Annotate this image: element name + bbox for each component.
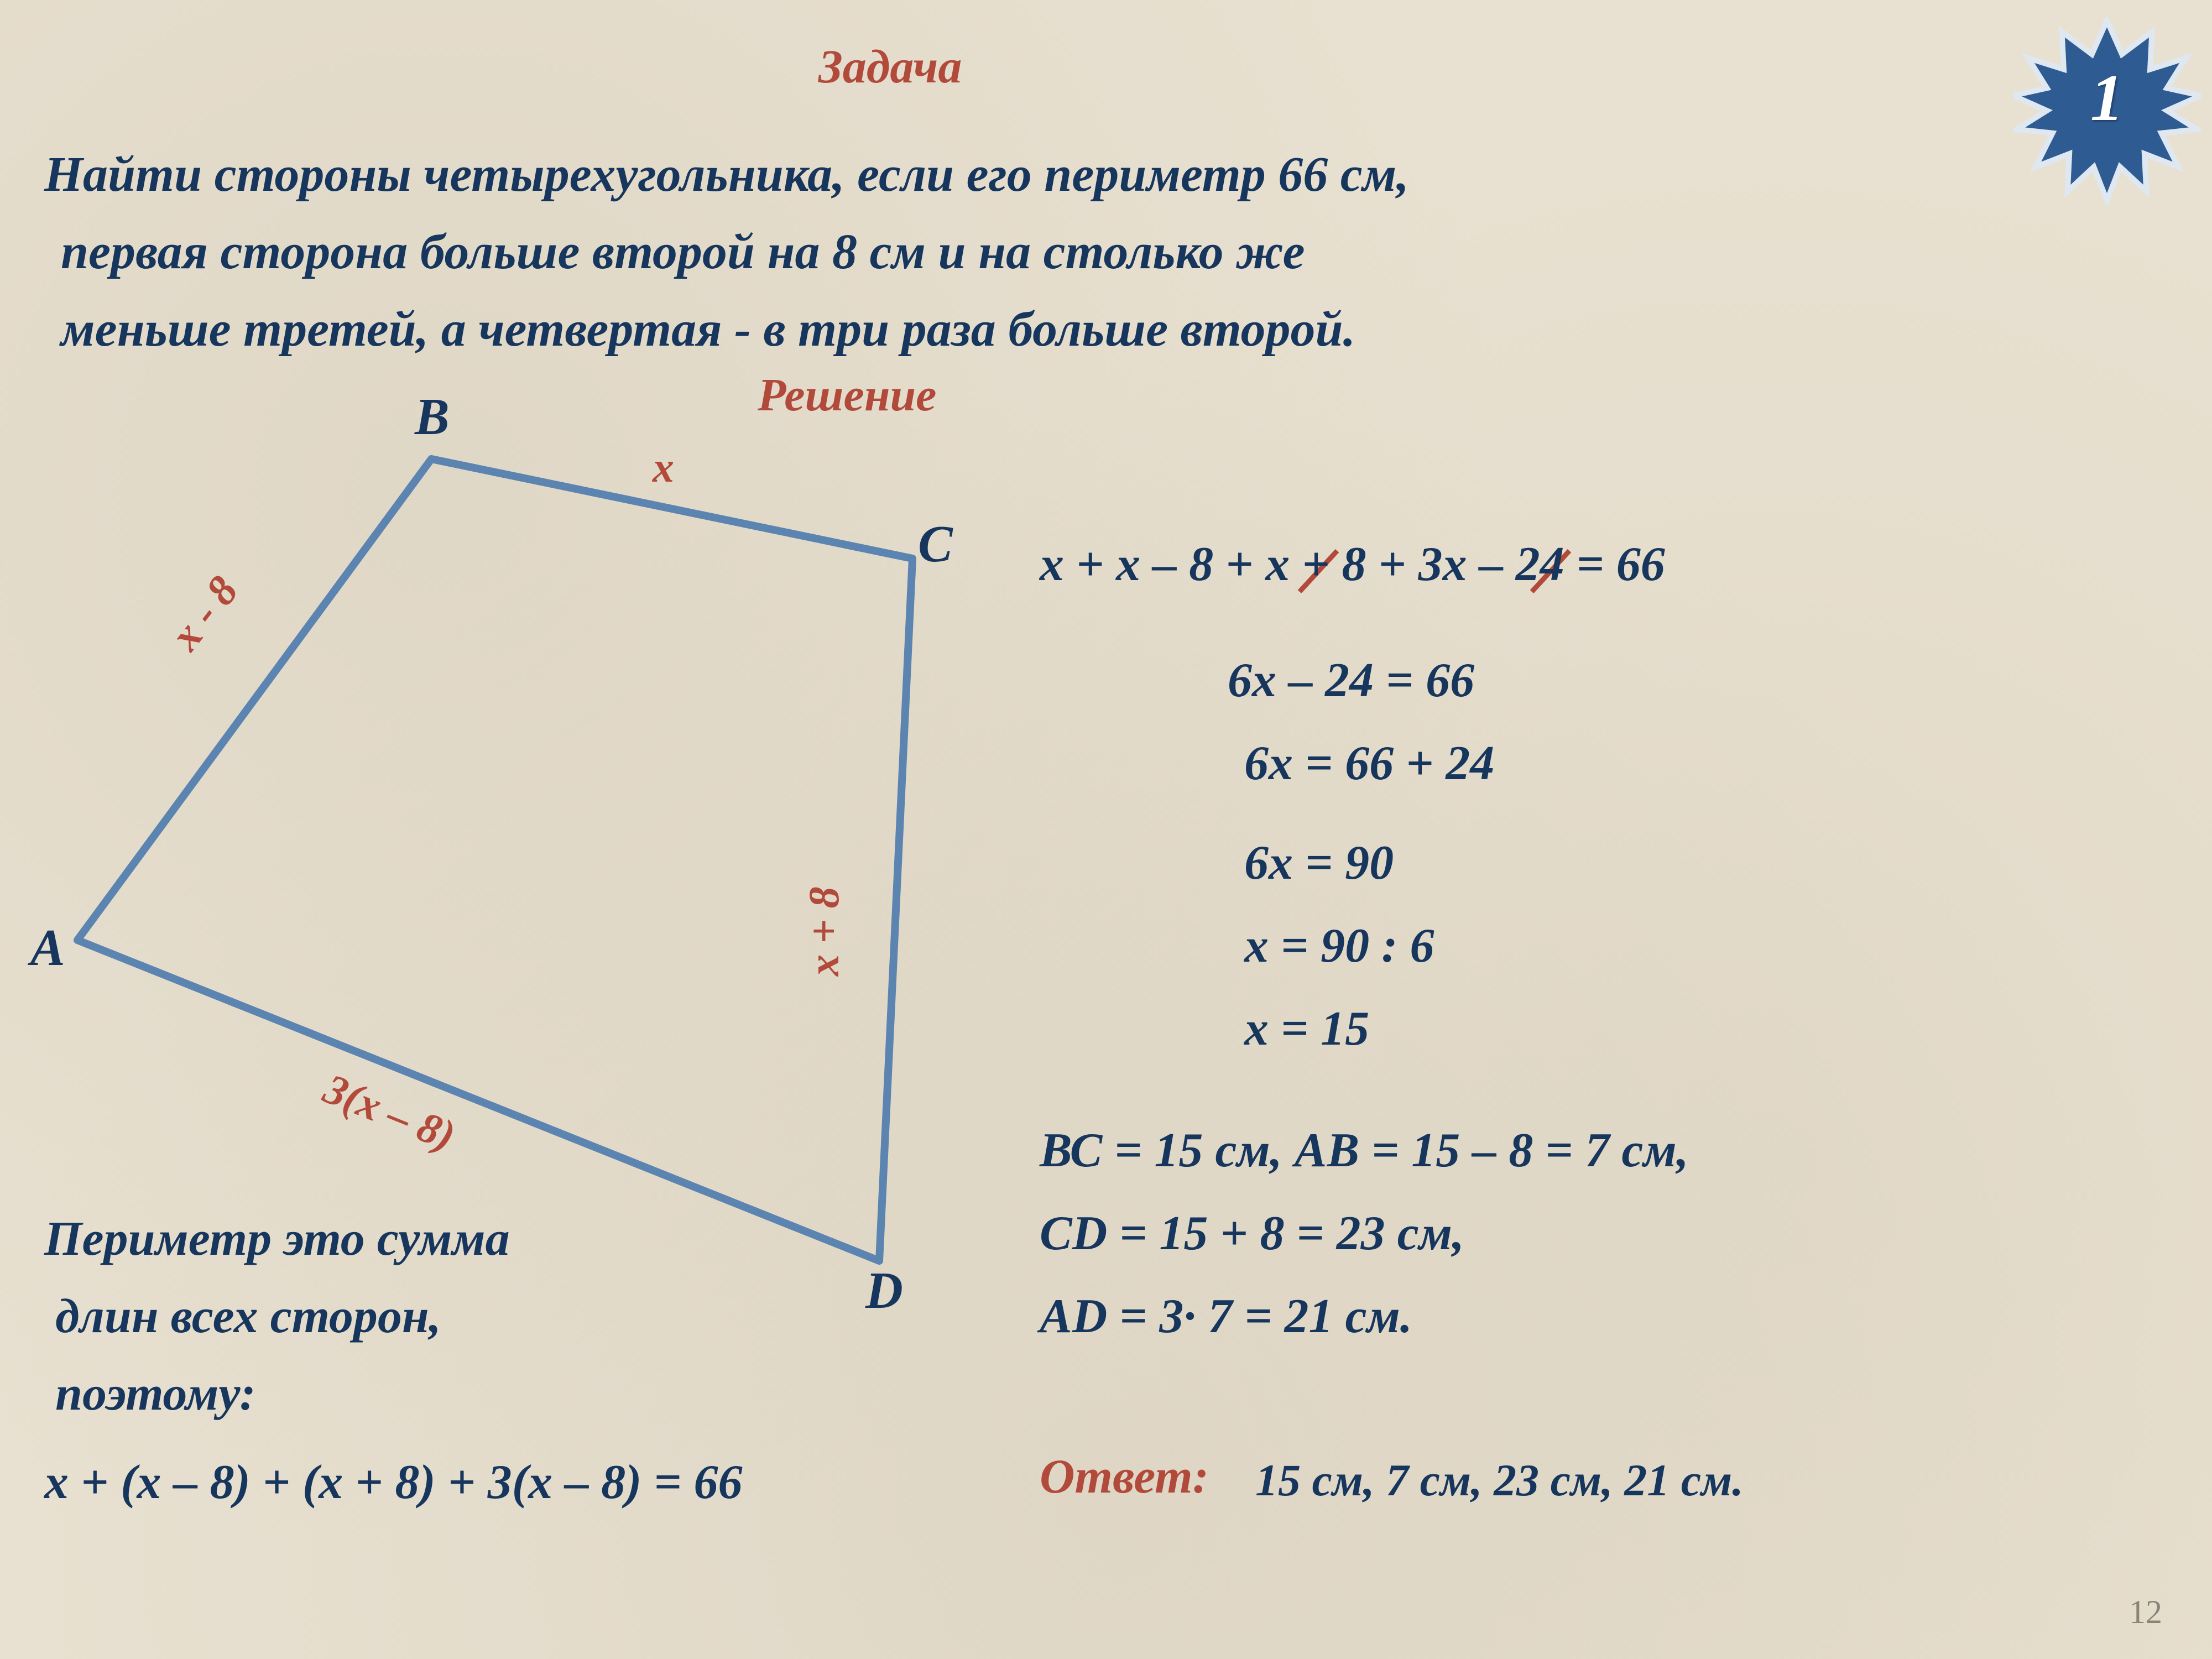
eq-line-4: 6x = 90 xyxy=(1244,835,1394,891)
eq-line-2: 6x – 24 = 66 xyxy=(1228,653,1474,708)
eq-line-1: x + x – 8 + x + 8 + 3x – 24 = 66 xyxy=(1040,536,1665,592)
eq-expanded: x + (x – 8) + (x + 8) + 3(x – 8) = 66 xyxy=(44,1454,743,1510)
answer-label: Ответ: xyxy=(1040,1449,1209,1505)
eq-line-6: x = 15 xyxy=(1244,1001,1369,1057)
vertex-D: D xyxy=(865,1261,903,1321)
page-number: 12 xyxy=(2129,1593,2162,1631)
result-line-3: АD = 3· 7 = 21 см. xyxy=(1040,1288,1412,1344)
perimeter-note-line1: Периметр это сумма xyxy=(44,1211,510,1267)
side-label-CD: x + 8 xyxy=(799,887,849,976)
perimeter-note-line2: длин всех сторон, xyxy=(55,1288,441,1344)
vertex-A: А xyxy=(30,918,65,978)
answer-text: 15 см, 7 см, 23 см, 21 см. xyxy=(1255,1454,1744,1506)
slide: 1 Задача Найти стороны четырехугольника,… xyxy=(0,0,2212,1659)
quadrilateral-svg xyxy=(0,0,2212,1659)
perimeter-note-line3: поэтому: xyxy=(55,1366,256,1422)
eq-line-5: x = 90 : 6 xyxy=(1244,918,1434,974)
eq-line-3: 6x = 66 + 24 xyxy=(1244,735,1494,791)
side-label-BC: x xyxy=(653,442,674,492)
vertex-C: С xyxy=(918,514,953,574)
result-line-2: СD = 15 + 8 = 23 см, xyxy=(1040,1206,1464,1261)
result-line-1: ВС = 15 см, АВ = 15 – 8 = 7 см, xyxy=(1040,1123,1689,1178)
vertex-B: В xyxy=(415,387,450,447)
